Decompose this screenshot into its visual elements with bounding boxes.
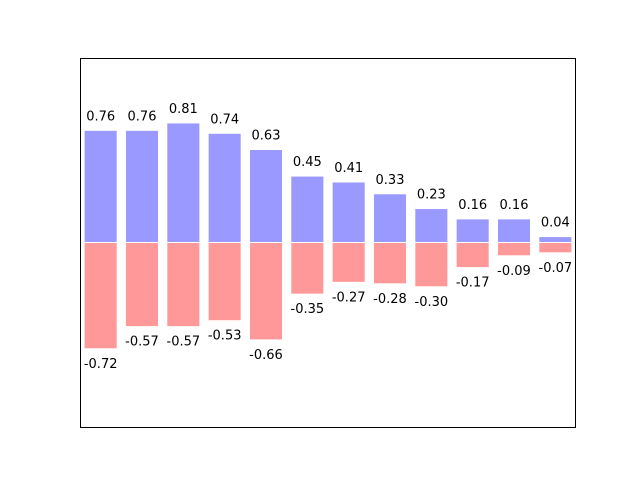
negative-bar-10: [496, 242, 532, 257]
negative-value-label-7: -0.28: [373, 292, 407, 307]
bars-layer: [83, 122, 573, 350]
positive-value-label-4: 0.63: [252, 129, 281, 144]
positive-bar-0: [83, 129, 118, 244]
positive-bar-2: [166, 122, 201, 243]
negative-value-label-6: -0.27: [332, 290, 366, 305]
negative-bar-9: [455, 242, 490, 269]
positive-value-label-5: 0.45: [293, 155, 322, 170]
negative-value-label-8: -0.30: [415, 295, 449, 310]
positive-bar-3: [207, 132, 242, 243]
positive-bar-6: [331, 181, 366, 243]
positive-value-label-3: 0.74: [210, 112, 239, 127]
positive-bar-9: [455, 218, 490, 244]
negative-bar-4: [248, 242, 284, 341]
negative-value-label-2: -0.57: [167, 335, 201, 350]
negative-value-label-3: -0.53: [208, 329, 242, 344]
positive-value-label-8: 0.23: [417, 188, 446, 203]
plot-frame: [80, 58, 576, 428]
positive-value-label-6: 0.41: [334, 161, 363, 176]
negative-bar-11: [538, 242, 573, 254]
negative-value-label-4: -0.66: [249, 348, 283, 363]
negative-bar-3: [207, 242, 242, 322]
positive-value-label-1: 0.76: [128, 109, 157, 124]
negative-bar-1: [124, 242, 160, 328]
negative-bar-5: [290, 242, 325, 295]
negative-value-label-0: -0.72: [84, 357, 118, 372]
negative-bar-6: [331, 242, 366, 283]
positive-value-label-7: 0.33: [376, 173, 405, 188]
positive-bar-1: [124, 129, 160, 244]
negative-bar-2: [166, 242, 201, 328]
negative-bar-8: [414, 242, 449, 288]
positive-bar-10: [496, 218, 532, 244]
negative-value-label-9: -0.17: [456, 276, 490, 291]
negative-bar-0: [83, 242, 118, 350]
negative-bar-7: [372, 242, 408, 285]
positive-bar-5: [290, 175, 325, 243]
positive-value-label-11: 0.04: [541, 216, 570, 231]
negative-value-label-11: -0.07: [539, 261, 573, 276]
positive-value-label-2: 0.81: [169, 102, 198, 117]
positive-value-label-9: 0.16: [458, 198, 487, 213]
positive-value-label-10: 0.16: [500, 198, 529, 213]
positive-bar-4: [248, 149, 284, 243]
negative-value-label-10: -0.09: [497, 264, 531, 279]
positive-bar-7: [372, 193, 408, 244]
negative-value-label-1: -0.57: [125, 335, 159, 350]
negative-value-label-5: -0.35: [291, 302, 325, 317]
positive-bar-8: [414, 208, 449, 243]
labels-layer: 0.76 0.76 0.81 0.74 0.63 0.45 0.41 0.33 0.23 0.16…: [84, 102, 572, 372]
positive-bar-11: [538, 236, 573, 243]
positive-value-label-0: 0.76: [86, 109, 115, 124]
